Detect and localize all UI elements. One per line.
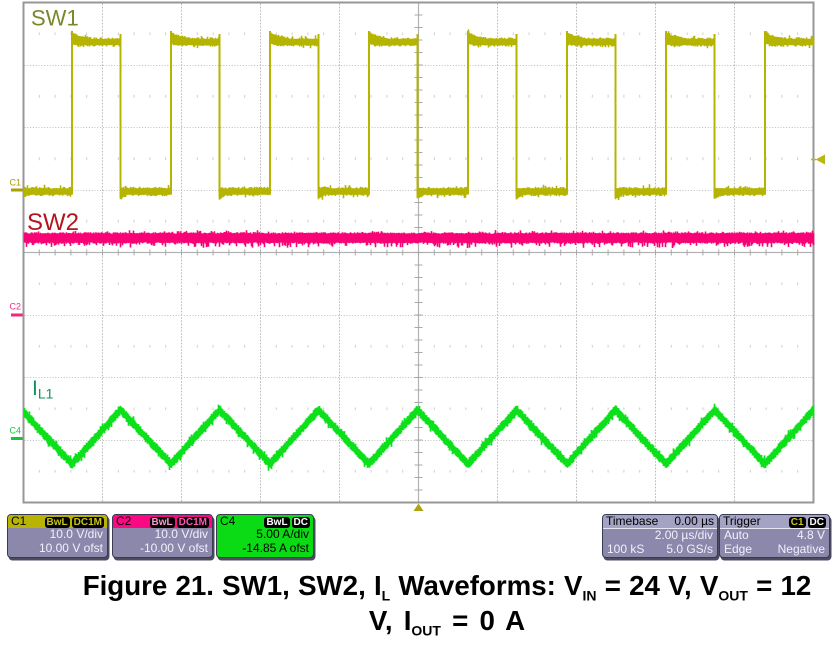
svg-text:C4: C4 <box>10 426 22 436</box>
svg-text:IL1: IL1 <box>32 377 54 402</box>
svg-text:C2: C2 <box>10 302 22 312</box>
svg-text:C1: C1 <box>10 178 22 188</box>
svg-text:SW1: SW1 <box>31 6 79 31</box>
svg-text:SW2: SW2 <box>27 209 79 236</box>
